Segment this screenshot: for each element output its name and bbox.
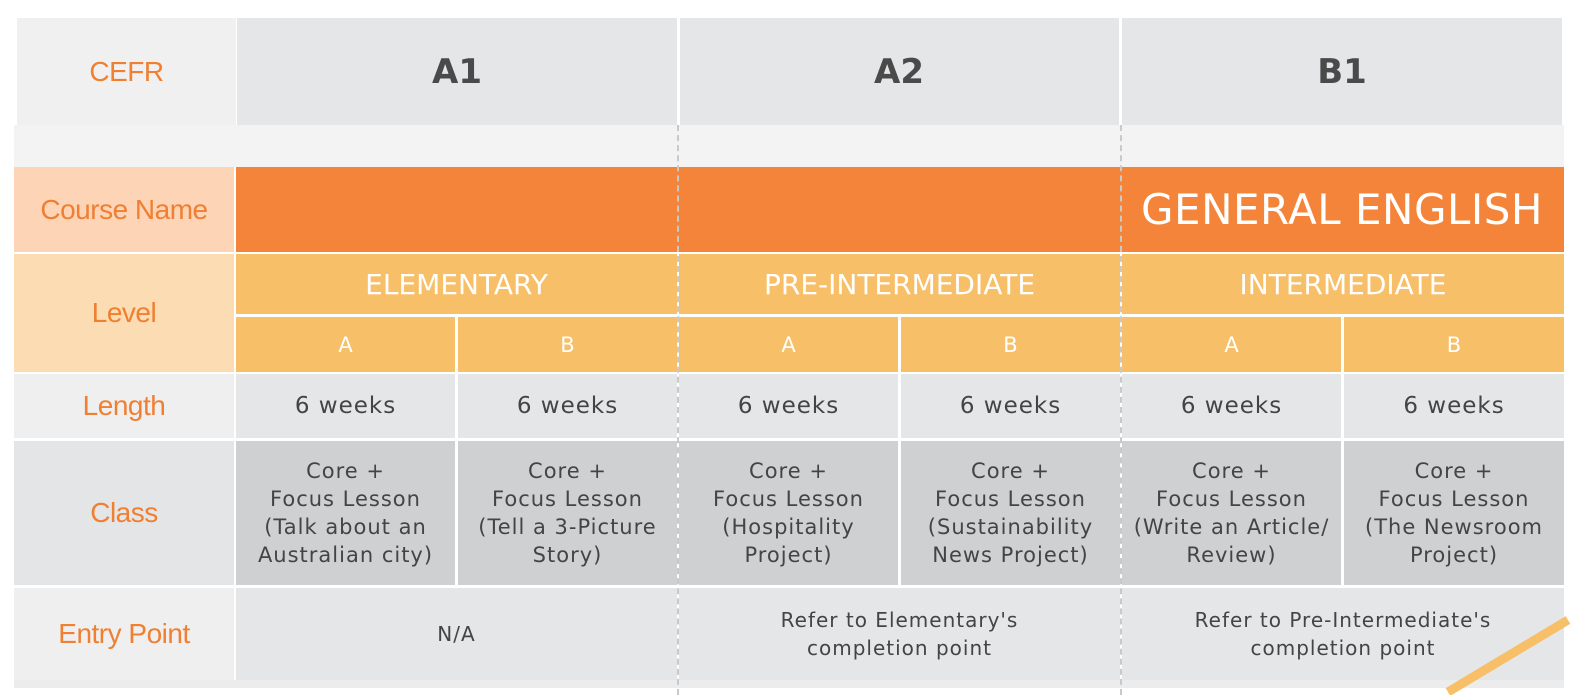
sublevel-b: B — [458, 317, 677, 372]
length-cell: 6 weeks — [1122, 374, 1341, 438]
class-cell: Core + Focus Lesson (Tell a 3-Picture St… — [458, 441, 677, 585]
dashed-divider — [677, 125, 679, 695]
sublevel-a: A — [1122, 317, 1341, 372]
length-cell: 6 weeks — [679, 374, 898, 438]
entry-point-cell: Refer to Elementary's completion point — [679, 588, 1120, 680]
cefr-b1-header: B1 — [1122, 18, 1562, 125]
level-intermediate: INTERMEDIATE — [1122, 254, 1564, 314]
course-name-label: Course Name — [14, 167, 234, 252]
sublevel-b: B — [1344, 317, 1564, 372]
sublevel-a: A — [236, 317, 455, 372]
length-label: Length — [14, 374, 234, 438]
cefr-a1-header: A1 — [237, 18, 677, 125]
length-cell: 6 weeks — [901, 374, 1120, 438]
course-name-bar — [236, 167, 1564, 252]
sublevel-b: B — [901, 317, 1120, 372]
class-label: Class — [14, 441, 234, 585]
length-cell: 6 weeks — [1344, 374, 1564, 438]
entry-point-cell: Refer to Pre-Intermediate's completion p… — [1122, 588, 1564, 680]
level-label: Level — [14, 254, 234, 372]
bottom-strip — [14, 680, 1564, 688]
class-cell: Core + Focus Lesson (Sustainability News… — [901, 441, 1120, 585]
cefr-label: CEFR — [17, 18, 236, 125]
dashed-divider — [1120, 125, 1122, 695]
class-cell: Core + Focus Lesson (Write an Article/ R… — [1122, 441, 1341, 585]
course-title: GENERAL ENGLISH — [1140, 185, 1544, 234]
entry-point-cell: N/A — [236, 588, 677, 680]
entry-point-label: Entry Point — [14, 588, 234, 680]
column-divider — [1119, 18, 1122, 125]
class-cell: Core + Focus Lesson (Talk about an Austr… — [236, 441, 455, 585]
decorative-stripe — [1445, 616, 1570, 695]
class-cell: Core + Focus Lesson (The Newsroom Projec… — [1344, 441, 1564, 585]
cefr-a2-header: A2 — [679, 18, 1119, 125]
sublevel-a: A — [679, 317, 898, 372]
level-elementary: ELEMENTARY — [236, 254, 677, 314]
level-pre-intermediate: PRE-INTERMEDIATE — [679, 254, 1120, 314]
length-cell: 6 weeks — [236, 374, 455, 438]
spacer-row — [14, 125, 1564, 167]
column-divider — [677, 18, 680, 125]
length-cell: 6 weeks — [458, 374, 677, 438]
class-cell: Core + Focus Lesson (Hospitality Project… — [679, 441, 898, 585]
